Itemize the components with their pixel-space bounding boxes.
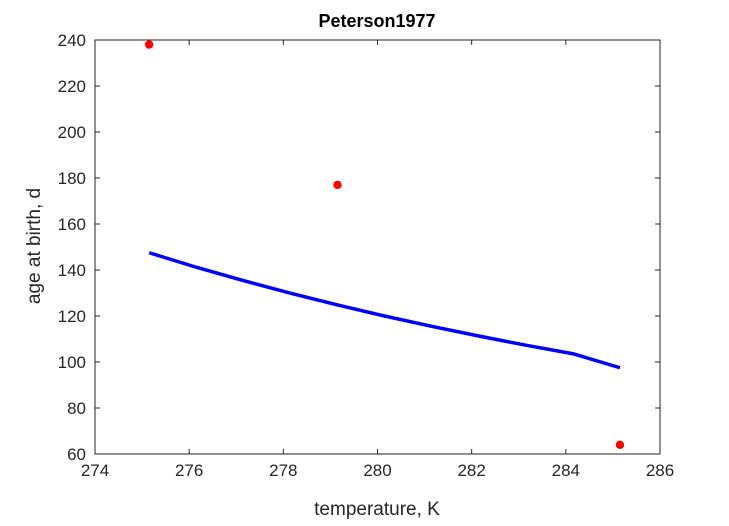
y-tick-label: 240 — [58, 31, 86, 50]
y-tick-label: 180 — [58, 169, 86, 188]
series-layer — [144, 40, 625, 449]
x-tick-label: 274 — [81, 461, 109, 480]
x-tick-label: 282 — [457, 461, 485, 480]
y-axis-label: age at birth, d — [24, 188, 45, 304]
x-tick-label: 286 — [646, 461, 674, 480]
x-axis-label: temperature, K — [314, 499, 440, 520]
y-tick-label: 100 — [58, 353, 86, 372]
y-tick-label: 120 — [58, 307, 86, 326]
data-point — [333, 180, 342, 190]
y-tick-label: 200 — [58, 123, 86, 142]
x-tick-label: 276 — [175, 461, 203, 480]
fit-line — [148, 251, 621, 370]
chart-title: Peterson1977 — [318, 11, 435, 31]
y-tick-label: 220 — [58, 77, 86, 96]
x-tick-label: 280 — [363, 461, 391, 480]
data-point — [615, 440, 625, 449]
x-tick-label: 284 — [552, 461, 580, 480]
data-point — [144, 40, 154, 49]
y-tick-label: 80 — [67, 399, 86, 418]
y-tick-label: 160 — [58, 215, 86, 234]
y-tick-label: 60 — [67, 445, 86, 464]
y-axis-ticks: 60 80 100 120 140 160 180 200 220 240 — [58, 31, 660, 464]
y-tick-label: 140 — [58, 261, 86, 280]
x-axis-ticks: 274 276 278 280 282 284 286 — [81, 40, 674, 480]
x-tick-label: 278 — [269, 461, 297, 480]
